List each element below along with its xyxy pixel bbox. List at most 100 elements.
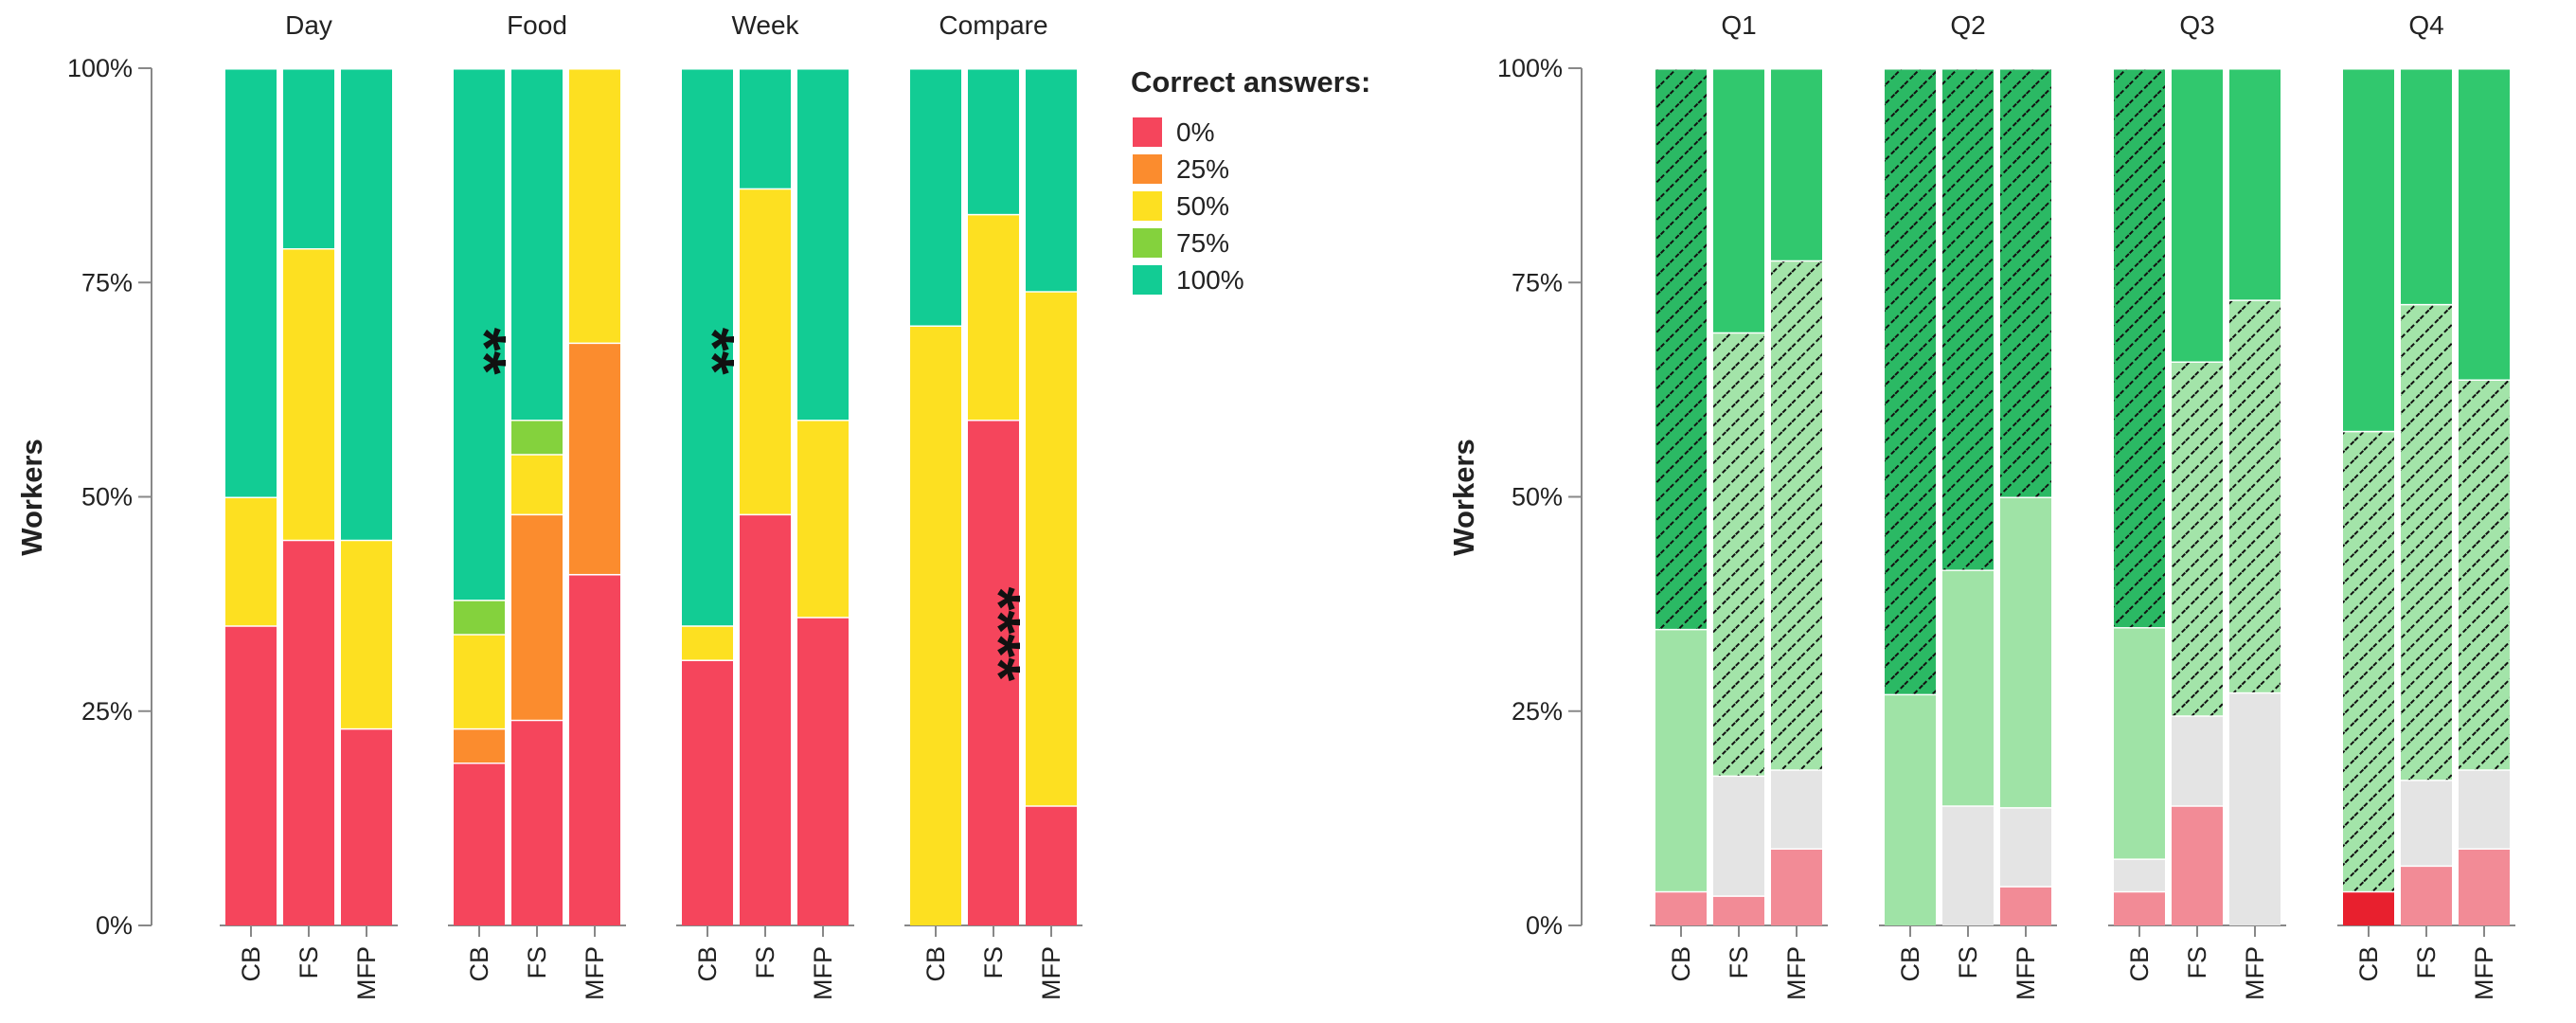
- bar-segment: [740, 188, 791, 514]
- bar-segment: [283, 248, 334, 540]
- panel-title: Q4: [2408, 10, 2443, 40]
- bar-segment: [2114, 858, 2165, 891]
- category-label: FS: [2183, 946, 2211, 979]
- legend-label: 0%: [1176, 117, 1214, 147]
- panel-q4: Q4 CB FS MFP: [2337, 10, 2515, 1000]
- category-label: CB: [1896, 946, 1924, 982]
- y-tick-label: 25%: [81, 697, 133, 726]
- bar-segment: [1771, 848, 1822, 925]
- category-label: MFP: [2241, 946, 2269, 1000]
- bar-segment: [2114, 890, 2165, 925]
- panel-day: Day CB FS MFP: [220, 10, 398, 1000]
- bar-fs: [1713, 66, 1764, 925]
- category-label: MFP: [1037, 946, 1065, 1000]
- bar-segment: [454, 634, 505, 728]
- legend-title: Correct answers:: [1131, 65, 1370, 99]
- bar-fs: [968, 66, 1019, 925]
- bar-segment: [2401, 68, 2452, 304]
- bar-segment: [1771, 68, 1822, 260]
- bar-segment-hatch: [1885, 68, 1936, 694]
- legend-swatch: [1133, 191, 1162, 221]
- bar-segment: [569, 573, 620, 925]
- bar-segment: [2343, 68, 2394, 431]
- category-label: CB: [2354, 946, 2383, 982]
- bar-cb: [225, 66, 277, 925]
- bar-segment: [341, 68, 392, 540]
- bar-segment: [283, 68, 334, 249]
- bar-segment-hatch: [1655, 68, 1707, 629]
- bar-segment: [2459, 68, 2510, 380]
- category-label: CB: [1667, 946, 1695, 982]
- category-label: MFP: [809, 946, 837, 1000]
- panel-title: Food: [507, 10, 567, 40]
- bar-segment-hatch: [2343, 430, 2394, 891]
- bar-segment-hatch: [2114, 68, 2165, 628]
- bar-segment: [1942, 805, 1994, 925]
- panel-title: Q3: [2179, 10, 2214, 40]
- category-label: FS: [295, 946, 323, 979]
- category-label: MFP: [581, 946, 609, 1000]
- bar-segment: [283, 539, 334, 925]
- bar-mfp: [569, 66, 620, 925]
- bar-segment: [2229, 691, 2281, 925]
- bar-segment: [2459, 769, 2510, 849]
- panel-title: Day: [285, 10, 332, 40]
- bar-segment: [797, 420, 849, 618]
- bar-segment-hatch: [2000, 68, 2051, 497]
- bar-segment-hatch: [1771, 260, 1822, 770]
- bar-segment: [1655, 628, 1707, 891]
- bar-segment: [910, 68, 961, 326]
- category-label: FS: [751, 946, 779, 979]
- right-y-ticks: 0% 25% 50% 75% 100%: [1497, 54, 1582, 940]
- legend-swatch: [1133, 265, 1162, 295]
- bar-mfp: [2000, 66, 2051, 925]
- right-y-axis-label: Workers: [1447, 439, 1480, 556]
- bar-segment: [2459, 848, 2510, 925]
- legend-label: 100%: [1176, 265, 1244, 295]
- bar-segment: [968, 420, 1019, 925]
- bar-fs: [2172, 66, 2223, 925]
- category-label: FS: [2412, 946, 2441, 979]
- bar-segment: [797, 617, 849, 925]
- bar-fs: [1942, 66, 1994, 925]
- bar-segment: [341, 727, 392, 925]
- bar-segment: [1026, 805, 1077, 925]
- y-tick-label: 50%: [1512, 483, 1563, 512]
- bar-segment: [2229, 68, 2281, 300]
- bar-segment: [569, 342, 620, 574]
- bar-fs: [740, 66, 791, 925]
- category-label: CB: [693, 946, 722, 982]
- panel-q3: Q3 CB FS MFP: [2108, 10, 2286, 1000]
- y-tick-label: 100%: [1497, 54, 1563, 82]
- left-y-ticks: 0% 25% 50% 75% 100%: [67, 54, 152, 940]
- category-label: MFP: [1782, 946, 1811, 1000]
- bar-segment: [1713, 895, 1764, 925]
- bar-segment: [454, 763, 505, 925]
- bar-segment: [910, 325, 961, 925]
- bar-segment-hatch: [1942, 68, 1994, 570]
- bar-mfp: [797, 66, 849, 925]
- bar-segment: [682, 68, 733, 626]
- bar-segment: [1655, 890, 1707, 925]
- panel-title: Q1: [1721, 10, 1756, 40]
- category-label: FS: [1954, 946, 1982, 979]
- bar-segment: [511, 513, 563, 720]
- y-tick-label: 0%: [1526, 911, 1563, 940]
- bar-segment: [569, 68, 620, 343]
- y-tick-label: 100%: [67, 54, 133, 82]
- bar-segment: [740, 68, 791, 188]
- bar-segment: [511, 719, 563, 925]
- bar-mfp: [2459, 66, 2510, 925]
- bar-segment: [225, 625, 277, 925]
- bar-segment-hatch: [2172, 361, 2223, 716]
- bar-segment: [454, 68, 505, 601]
- bar-segment: [1942, 569, 1994, 806]
- left-y-axis-label: Workers: [15, 439, 48, 556]
- y-tick-label: 75%: [81, 268, 133, 296]
- bar-segment: [511, 454, 563, 514]
- bar-segment: [682, 625, 733, 660]
- bar-fs: [2401, 66, 2452, 925]
- bar-segment: [2114, 627, 2165, 859]
- bar-fs: [283, 66, 334, 925]
